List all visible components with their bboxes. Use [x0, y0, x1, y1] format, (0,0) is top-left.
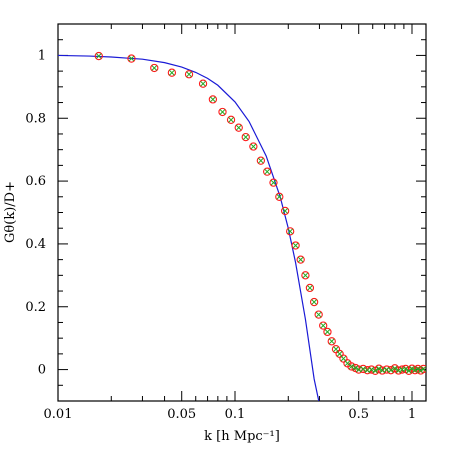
data-point-circle: [263, 167, 272, 176]
data-point-cross: [302, 272, 309, 279]
x-tick-label: 0.1: [225, 407, 246, 422]
data-point-cross: [270, 179, 277, 186]
data-point-cross: [420, 366, 426, 372]
data-point-cross: [307, 285, 313, 291]
data-point-cross: [352, 365, 359, 371]
y-tick-label: 1: [38, 48, 46, 63]
data-point-cross: [328, 338, 335, 345]
data-point-cross: [151, 65, 158, 71]
data-point-circle: [218, 107, 227, 117]
data-point-cross: [315, 311, 322, 318]
data-point-circle: [347, 362, 356, 371]
data-point-cross: [292, 242, 299, 249]
data-point-circle: [323, 327, 332, 337]
data-point-cross: [409, 365, 415, 372]
data-point-cross: [264, 168, 270, 175]
x-tick-label: 0.05: [167, 407, 196, 422]
plot-area: [58, 51, 426, 401]
y-tick-label: 0.4: [25, 237, 46, 252]
data-point-cross: [392, 365, 398, 372]
data-point-cross: [368, 366, 375, 373]
y-tick-label: 0: [38, 363, 46, 378]
data-point-circle: [234, 123, 243, 132]
data-point-cross: [355, 366, 362, 373]
data-point-cross: [360, 366, 366, 372]
data-point-circle: [249, 142, 258, 151]
model-curve: [58, 54, 320, 401]
data-point-cross: [324, 329, 331, 335]
data-point-circle: [256, 156, 266, 165]
data-point-cross: [320, 322, 326, 329]
data-point-cross: [406, 368, 412, 374]
y-tick-label: 0.6: [25, 174, 46, 189]
y-tick-label: 0.8: [25, 111, 46, 126]
data-point-circle: [241, 132, 250, 142]
data-point-cross: [128, 55, 135, 62]
data-point-cross: [219, 109, 226, 115]
data-point-cross: [311, 299, 317, 305]
data-point-cross: [200, 80, 206, 87]
data-point-cross: [258, 157, 264, 164]
data-point-circle: [184, 70, 194, 79]
data-point-circle: [226, 115, 236, 124]
data-point-cross: [372, 368, 378, 374]
data-point-circle: [319, 321, 328, 330]
data-point-cross: [287, 228, 293, 235]
plot-frame: [57, 23, 427, 402]
data-point-cross: [186, 71, 192, 78]
data-point-circle: [94, 51, 103, 61]
data-point-cross: [415, 366, 421, 372]
data-point-circle: [327, 337, 336, 346]
data-point-cross: [379, 367, 386, 374]
data-point-cross: [250, 143, 257, 150]
data-point-circle: [269, 178, 278, 187]
data-point-cross: [388, 367, 394, 373]
data-point-circle: [150, 63, 159, 73]
data-point-circle: [198, 79, 208, 88]
axis-ticks: [57, 23, 426, 402]
axis-tick-labels: 0.01 0.05 0.1 0.5 1 0 0.2 0.4 0.6 0.8 1: [25, 48, 416, 422]
data-point-cross: [235, 124, 242, 131]
data-point-circle: [286, 227, 295, 236]
data-point-cross: [412, 367, 418, 373]
data-point-cross: [336, 351, 343, 357]
y-tick-label: 0.2: [25, 300, 46, 315]
data-point-cross: [210, 96, 216, 103]
data-point-cross: [169, 69, 175, 76]
data-point-cross: [242, 134, 249, 140]
data-point-cross: [297, 256, 304, 263]
data-point-cross: [228, 117, 234, 123]
data-point-circle: [291, 241, 300, 250]
data-point-circle: [127, 54, 136, 63]
data-point-cross: [282, 208, 288, 214]
data-point-circle: [314, 310, 323, 319]
y-axis-title: Gθ(k)/D+: [3, 181, 18, 243]
data-point-circle: [305, 283, 315, 293]
data-point-circle: [208, 95, 218, 104]
data-point-cross: [417, 367, 424, 374]
data-point-circle: [275, 192, 284, 201]
x-tick-label: 1: [408, 407, 416, 422]
data-point-circle: [301, 271, 310, 280]
data-point-cross: [402, 366, 409, 372]
data-point-circle: [296, 255, 305, 264]
data-point-cross: [276, 194, 283, 200]
x-tick-label: 0.5: [348, 407, 369, 422]
data-point-cross: [340, 355, 347, 362]
x-axis-title: k [h Mpc⁻¹]: [204, 429, 280, 444]
data-point-circle: [280, 206, 290, 216]
data-point-cross: [333, 346, 339, 352]
data-point-circle: [309, 297, 319, 307]
data-point-circle: [167, 68, 177, 77]
data-point-cross: [96, 53, 102, 59]
data-point-circle: [339, 354, 348, 363]
data-point-cross: [348, 363, 355, 370]
data-point-cross: [376, 365, 382, 372]
data-point-cross: [344, 360, 351, 367]
x-tick-label: 0.01: [44, 407, 73, 422]
